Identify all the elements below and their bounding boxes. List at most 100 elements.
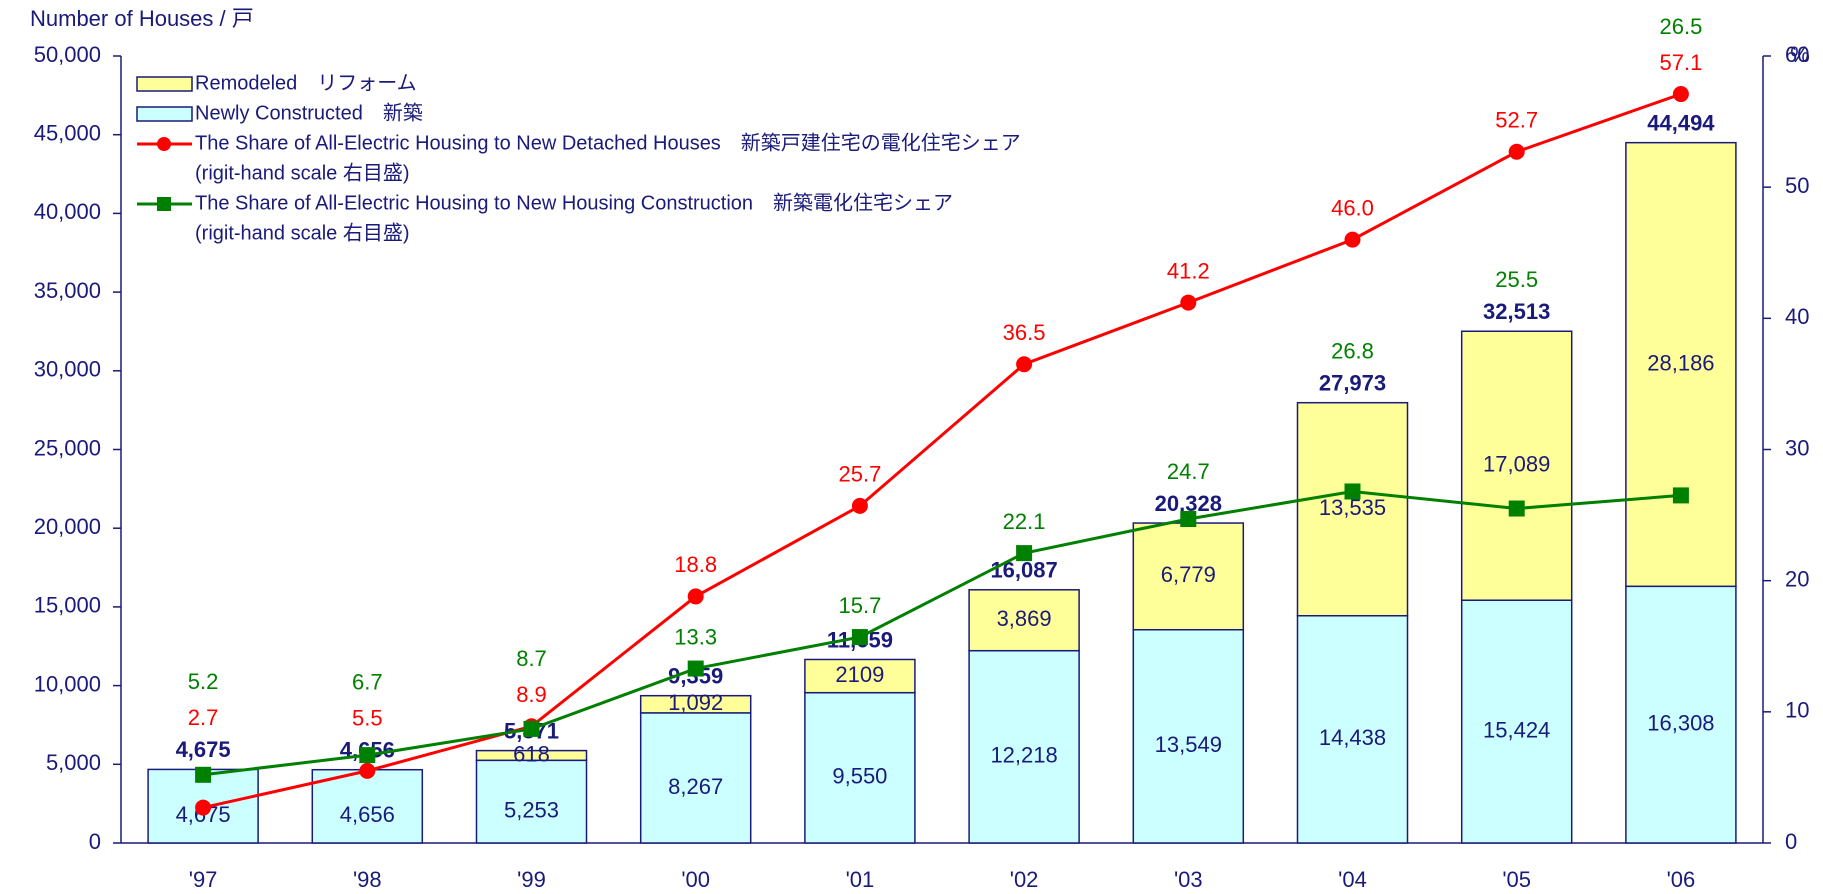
line-value-label: 52.7 — [1495, 108, 1538, 133]
bar — [1625, 141, 1737, 588]
bar-value-label: 618 — [513, 741, 550, 766]
total-label: 44,494 — [1647, 110, 1715, 135]
bar — [639, 694, 752, 714]
y-tick-label: 20,000 — [34, 514, 101, 539]
bar-value-label: 28,186 — [1647, 350, 1714, 375]
bar-value-label: 16,308 — [1647, 710, 1714, 735]
line-marker — [523, 720, 540, 737]
legend-note: (rigit-hand scale 右目盛) — [195, 221, 410, 244]
line-marker — [1672, 487, 1689, 504]
bar — [1296, 614, 1409, 844]
legend-label: The Share of All-Electric Housing to New… — [195, 191, 953, 214]
y-tick-label: 35,000 — [34, 278, 101, 303]
line-marker — [851, 497, 868, 514]
legend-marker — [157, 197, 171, 211]
bar — [1132, 522, 1245, 631]
line-value-label: 25.5 — [1495, 267, 1538, 292]
bar-value-label: 1,092 — [668, 690, 723, 715]
line-value-label: 18.8 — [674, 552, 717, 577]
bar — [311, 768, 424, 844]
total-label: 16,087 — [990, 558, 1057, 583]
legend-marker — [157, 137, 171, 151]
line-value-label: 25.7 — [838, 462, 881, 487]
line-value-label: 57.1 — [1659, 50, 1702, 75]
legend-swatch — [136, 106, 193, 122]
line-value-label: 5.5 — [352, 706, 383, 731]
line-marker — [1180, 294, 1197, 311]
bar — [1296, 401, 1409, 617]
line-value-label: 13.3 — [674, 624, 717, 649]
bar-value-label: 6,779 — [1161, 562, 1216, 587]
y-tick-label: 15,000 — [34, 593, 101, 618]
bar-value-label: 5,253 — [504, 797, 559, 822]
bar — [804, 658, 916, 694]
line-marker — [1180, 511, 1197, 528]
bar-value-label: 9,550 — [832, 764, 887, 789]
x-tick-label: '05 — [1502, 867, 1531, 892]
line-value-label: 6.7 — [352, 670, 383, 695]
y2-tick-label: 20 — [1785, 566, 1809, 591]
y2-tick-label: 30 — [1785, 435, 1809, 460]
y2-tick-label: 0 — [1785, 829, 1797, 854]
bar — [1460, 330, 1573, 601]
y-tick-label: 30,000 — [34, 357, 101, 382]
x-tick-label: '00 — [681, 867, 710, 892]
y-axis-title: Number of Houses / 戸 — [30, 6, 254, 31]
line-value-label: 26.8 — [1331, 339, 1374, 364]
line-marker — [1016, 356, 1033, 373]
bar — [475, 749, 588, 762]
line-marker — [1344, 231, 1361, 248]
line-value-label: 26.5 — [1659, 14, 1702, 39]
y-tick-label: 0 — [89, 829, 101, 854]
y-tick-label: 40,000 — [34, 199, 101, 224]
y2-tick-label: 60 — [1785, 42, 1809, 67]
line-marker — [1016, 545, 1033, 562]
line-marker — [1508, 143, 1525, 160]
total-label: 32,513 — [1483, 299, 1550, 324]
bar-value-label: 4,656 — [340, 802, 395, 827]
line — [202, 92, 1682, 810]
line-value-label: 22.1 — [1003, 509, 1046, 534]
line-marker — [195, 799, 212, 816]
line-marker — [851, 629, 868, 646]
legend-label: The Share of All-Electric Housing to New… — [195, 131, 1021, 154]
line-value-label: 2.7 — [188, 705, 219, 730]
bar-value-label: 8,267 — [668, 774, 723, 799]
y-tick-label: 50,000 — [34, 42, 101, 67]
bar-value-label: 13,549 — [1155, 732, 1222, 757]
legend-note: (rigit-hand scale 右目盛) — [195, 161, 410, 184]
line-value-label: 15.7 — [838, 593, 881, 618]
y2-tick-label: 50 — [1785, 173, 1809, 198]
x-tick-label: '03 — [1174, 867, 1203, 892]
bar — [1460, 599, 1573, 844]
line-marker — [687, 660, 704, 677]
x-tick-label: '99 — [517, 867, 546, 892]
y-tick-label: 45,000 — [34, 121, 101, 146]
legend-label: Newly Constructed 新築 — [195, 101, 423, 124]
line-marker — [359, 762, 376, 779]
line-value-label: 8.9 — [516, 682, 547, 707]
x-tick-label: '97 — [189, 867, 218, 892]
line-marker — [195, 766, 212, 783]
y2-tick-label: 40 — [1785, 304, 1809, 329]
y2-axis-title: % — [1790, 42, 1810, 67]
x-tick-label: '02 — [1010, 867, 1039, 892]
bar-value-label: 3,869 — [997, 606, 1052, 631]
x-tick-label: '06 — [1667, 867, 1696, 892]
y2-tick-label: 10 — [1785, 698, 1809, 723]
line-value-label: 5.2 — [188, 669, 219, 694]
y-tick-label: 25,000 — [34, 435, 101, 460]
line-value-label: 46.0 — [1331, 195, 1374, 220]
bar — [804, 691, 916, 844]
bar — [639, 712, 752, 844]
total-label: 27,973 — [1319, 371, 1386, 396]
x-tick-label: '04 — [1338, 867, 1367, 892]
line-marker — [1508, 500, 1525, 517]
line-marker — [1672, 86, 1689, 103]
line-value-label: 24.7 — [1167, 459, 1210, 484]
legend-swatch — [136, 76, 193, 92]
total-label: 4,675 — [176, 737, 231, 762]
x-tick-label: '98 — [353, 867, 382, 892]
bar — [1132, 628, 1245, 844]
